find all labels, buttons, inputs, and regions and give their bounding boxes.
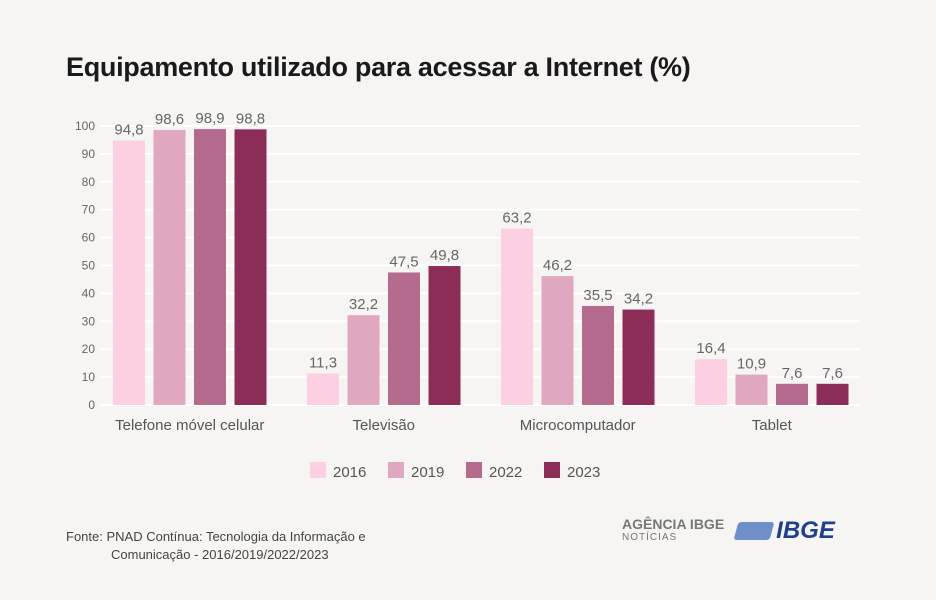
y-tick-label: 40 [82,286,96,300]
legend-label: 2016 [333,464,366,481]
x-category-label: Microcomputador [520,417,636,434]
x-category-label: Tablet [752,417,793,434]
legend-label: 2023 [567,464,600,481]
y-tick-label: 30 [82,314,96,328]
y-tick-label: 80 [82,175,96,189]
legend-swatch [310,462,326,478]
bar [307,373,339,405]
bar [622,309,655,405]
data-label: 63,2 [502,210,531,227]
legend-label: 2019 [411,464,444,481]
logos: AGÊNCIA IBGE NOTÍCIAS IBGE [622,517,835,545]
bar [113,140,145,405]
chart-title: Equipamento utilizado para acessar a Int… [66,52,691,82]
y-tick-label: 90 [82,147,96,161]
data-label: 49,8 [430,247,459,264]
agencia-ibge-logo: AGÊNCIA IBGE NOTÍCIAS [622,516,725,543]
bar [428,266,461,405]
bar [735,374,768,405]
data-label: 98,6 [155,111,184,128]
data-label: 98,9 [195,110,224,127]
data-label: 32,2 [349,296,378,313]
source-line-2: Comunicação - 2016/2019/2022/2023 [111,547,329,562]
source-line-1: Fonte: PNAD Contínua: Tecnologia da Info… [66,529,366,544]
bar [541,276,574,405]
legend-swatch [466,462,482,478]
y-tick-label: 100 [75,119,95,133]
y-tick-label: 20 [82,342,96,356]
source-note: Fonte: PNAD Contínua: Tecnologia da Info… [66,528,366,564]
y-tick-label: 0 [88,398,95,412]
bar [582,305,614,405]
y-tick-label: 10 [82,370,96,384]
bar [816,383,849,405]
data-label: 34,2 [624,291,653,308]
bar [153,129,186,405]
bar [695,359,727,405]
bar [194,129,226,405]
bar [501,228,533,405]
ibge-mark-icon [733,522,775,540]
x-category-label: Televisão [352,417,415,434]
ibge-logo: IBGE [733,517,835,545]
y-tick-label: 70 [82,203,96,217]
bar [388,272,420,405]
bar [347,315,380,405]
data-label: 7,6 [822,365,843,382]
data-label: 98,8 [236,110,265,127]
data-label: 7,6 [782,365,803,382]
data-label: 46,2 [543,257,572,274]
data-label: 16,4 [696,340,725,357]
data-label: 10,9 [737,356,766,373]
legend-label: 2022 [489,464,522,481]
x-category-label: Telefone móvel celular [115,417,264,434]
data-label: 35,5 [583,287,612,304]
data-label: 47,5 [389,253,418,270]
y-tick-label: 50 [82,259,96,273]
data-label: 94,8 [114,122,143,139]
legend-swatch [544,462,560,478]
legend-swatch [388,462,404,478]
data-label: 11,3 [309,354,337,371]
bar [234,129,267,405]
bar [776,383,808,405]
y-tick-label: 60 [82,231,96,245]
